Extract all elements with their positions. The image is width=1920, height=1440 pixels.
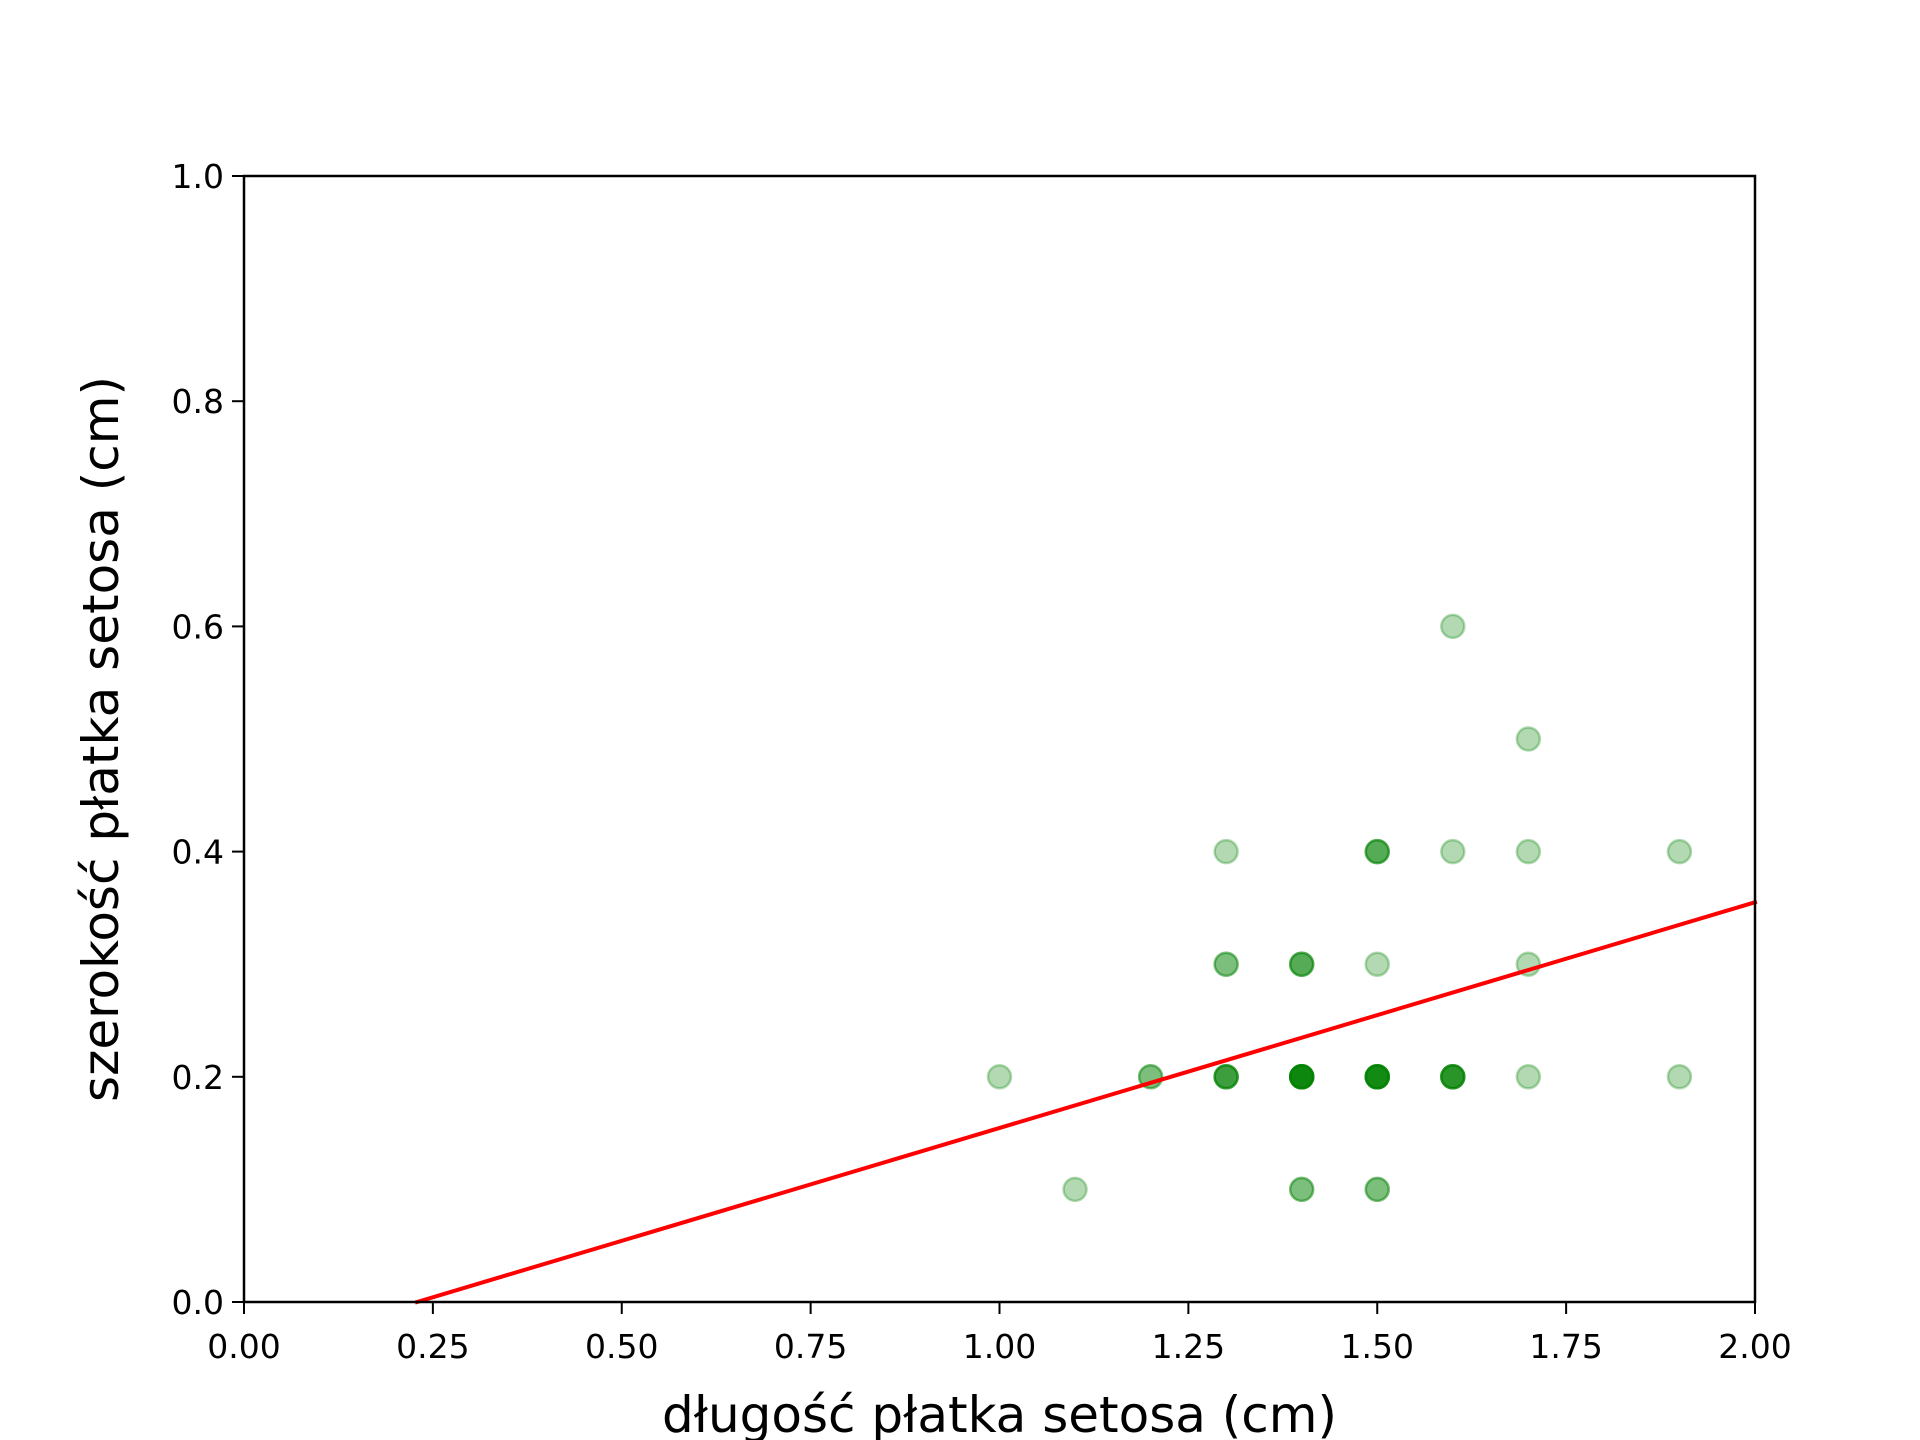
data-point: [1288, 1064, 1315, 1090]
data-point: [1288, 951, 1315, 977]
data-point: [1364, 1064, 1390, 1090]
y-tick-label: 0.0: [172, 1283, 224, 1322]
y-tick-label: 0.2: [172, 1058, 224, 1097]
data-point: [1515, 838, 1542, 865]
data-point: [1213, 1064, 1239, 1090]
x-tick-label: 1.50: [1341, 1327, 1414, 1366]
data-point: [1364, 838, 1390, 865]
data-point: [1062, 1176, 1088, 1203]
data-point: [1364, 1064, 1390, 1090]
y-axis-title: szerokość płatka setosa (cm): [72, 376, 130, 1102]
data-point: [1515, 726, 1542, 752]
data-point: [1288, 1064, 1315, 1090]
data-point: [1364, 951, 1390, 977]
data-point: [1440, 1064, 1466, 1090]
data-point: [1288, 1064, 1315, 1090]
data-point: [1364, 1064, 1390, 1090]
data-point: [1288, 1064, 1315, 1090]
data-point: [1440, 613, 1466, 640]
data-point: [1288, 1064, 1315, 1090]
y-tick-label: 0.8: [172, 382, 224, 421]
x-tick-label: 0.00: [207, 1327, 280, 1366]
data-point: [1440, 1064, 1466, 1090]
data-point: [1213, 1064, 1239, 1090]
data-point: [1213, 1064, 1239, 1090]
data-point: [1288, 951, 1315, 977]
data-point: [1440, 1064, 1466, 1090]
x-axis: 0.00 0.25 0.50 0.75 1.00 1.25 1.50 1.75 2.00: [207, 1302, 1792, 1366]
data-point: [1364, 838, 1390, 865]
y-tick-label: 1.0: [172, 157, 224, 196]
data-point: [1364, 1176, 1390, 1203]
x-tick-label: 1.25: [1152, 1327, 1225, 1366]
data-point: [1288, 1176, 1315, 1203]
data-point: [1213, 951, 1239, 977]
x-tick-label: 0.50: [585, 1327, 658, 1366]
data-point: [1364, 1064, 1390, 1090]
data-point: [1515, 1064, 1542, 1090]
data-point: [1288, 1064, 1315, 1090]
data-point: [1666, 838, 1693, 865]
x-tick-label: 1.75: [1529, 1327, 1602, 1366]
data-point: [1213, 951, 1239, 977]
data-point: [1288, 951, 1315, 977]
regression-line: [414, 899, 1758, 1305]
data-point: [1364, 1064, 1390, 1090]
data-point: [1364, 1064, 1390, 1090]
data-point: [1364, 1064, 1390, 1090]
x-tick-label: 0.75: [774, 1327, 847, 1366]
data-point: [1440, 838, 1466, 865]
data-point: [1288, 1064, 1315, 1090]
data-point: [1213, 838, 1239, 865]
data-point: [1213, 1064, 1239, 1090]
data-point: [1364, 1176, 1390, 1203]
x-axis-title: długość płatka setosa (cm): [662, 1386, 1337, 1440]
y-tick-label: 0.6: [172, 607, 224, 646]
plot-marks: [414, 613, 1758, 1305]
y-axis: 0.0 0.2 0.4 0.6 0.8 1.0: [172, 157, 244, 1322]
x-tick-label: 2.00: [1718, 1327, 1791, 1366]
y-tick-label: 0.4: [172, 833, 224, 872]
x-tick-label: 1.00: [963, 1327, 1036, 1366]
data-point: [1364, 838, 1390, 865]
data-point: [986, 1064, 1013, 1090]
x-tick-label: 0.25: [396, 1327, 469, 1366]
data-point: [1666, 1064, 1693, 1090]
data-point: [1440, 1064, 1466, 1090]
data-point: [1288, 1064, 1315, 1090]
data-point: [1440, 1064, 1466, 1090]
data-point: [1288, 1176, 1315, 1203]
